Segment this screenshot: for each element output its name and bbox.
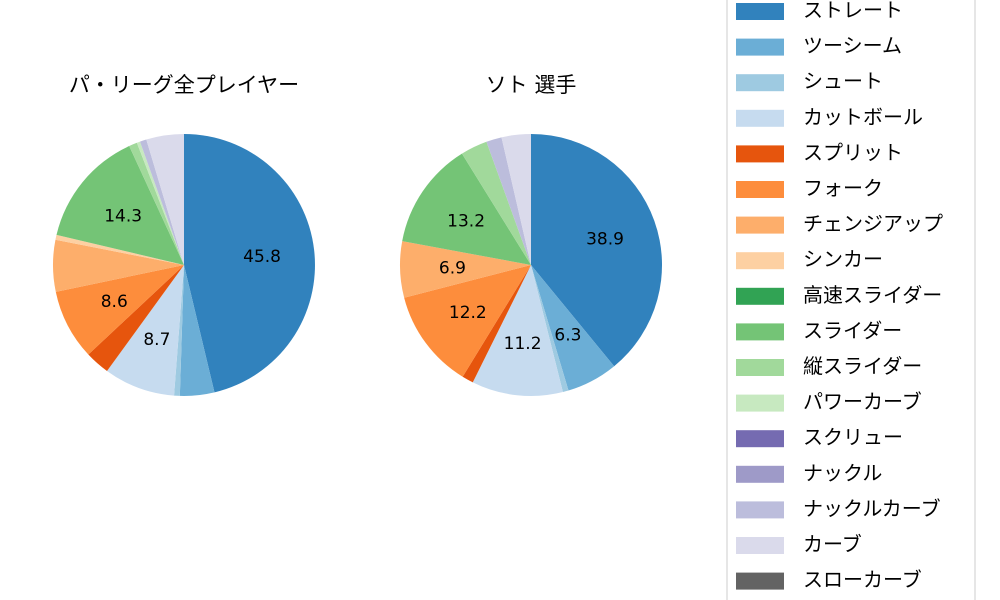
pie-slice-league-14 <box>139 139 184 265</box>
legend-swatch-6 <box>736 216 784 234</box>
legend-label-11: パワーカーブ <box>803 390 922 414</box>
pie-slice-player-14 <box>486 137 531 265</box>
legend-swatch-1 <box>736 38 784 56</box>
pie-chart-player: ソト 選手 38.9 6.3 11.2 12.2 6.9 13.2 <box>400 73 663 397</box>
pie-slice-player-9 <box>402 153 531 265</box>
legend-label-1: ツーシーム <box>803 34 902 58</box>
pie-slice-player-5 <box>404 265 531 377</box>
pie-slice-league-10 <box>129 142 184 265</box>
legend-swatch-5 <box>736 181 784 198</box>
legend-swatch-9 <box>736 323 784 341</box>
legend-label-16: スローカーブ <box>803 568 922 592</box>
pie-slice-league-0 <box>184 134 315 393</box>
legend-swatch-4 <box>736 145 784 163</box>
legend-frame <box>726 0 976 600</box>
slice-value-label-player-0: 38.9 <box>586 230 624 250</box>
legend-label-14: ナックルカーブ <box>803 496 941 520</box>
pie-slice-league-5 <box>55 265 184 355</box>
legend-swatch-12 <box>736 430 784 448</box>
legend: ストレートツーシームシュートカットボールスプリットフォークチェンジアップシンカー… <box>726 0 976 600</box>
pie-slice-league-9 <box>56 146 184 265</box>
pie-slice-player-15 <box>501 134 531 265</box>
chart-title-player: ソト 選手 <box>486 73 577 97</box>
legend-swatch-10 <box>736 359 784 376</box>
pie-slice-player-6 <box>400 241 531 298</box>
pie-slice-player-3 <box>472 265 563 397</box>
pie-slice-player-1 <box>531 265 615 391</box>
legend-label-15: カーブ <box>803 532 862 556</box>
pie-slice-player-10 <box>461 141 531 265</box>
legend-label-9: スライダー <box>803 318 902 342</box>
slice-value-label-player-5: 12.2 <box>449 303 487 323</box>
legend-swatch-7 <box>736 252 784 270</box>
legend-label-0: ストレート <box>803 0 903 22</box>
legend-label-6: チェンジアップ <box>803 212 943 236</box>
pie-slice-league-15 <box>146 133 184 265</box>
legend-swatch-11 <box>736 394 784 412</box>
legend-swatch-15 <box>736 537 784 554</box>
pie-slice-league-4 <box>88 265 184 371</box>
pie-slice-league-6 <box>53 239 184 292</box>
legend-label-4: スプリット <box>803 140 903 164</box>
legend-swatch-16 <box>736 572 784 590</box>
legend-label-8: 高速スライダー <box>803 283 942 307</box>
legend-label-12: スクリュー <box>803 425 903 449</box>
chart-title-league: パ・リーグ全プレイヤー <box>69 73 299 97</box>
pie-slice-league-1 <box>179 265 215 396</box>
legend-label-5: フォーク <box>803 176 883 200</box>
pie-slice-player-4 <box>462 265 531 383</box>
slice-value-label-player-6: 6.9 <box>439 259 466 279</box>
pie-slice-league-7 <box>55 234 185 265</box>
pie-slice-league-3 <box>107 265 184 396</box>
legend-label-2: シュート <box>803 69 883 93</box>
legend-swatch-0 <box>736 3 784 20</box>
legend-swatch-3 <box>736 109 784 127</box>
pie-slice-player-2 <box>531 265 569 393</box>
legend-swatch-13 <box>736 465 784 483</box>
legend-swatch-8 <box>736 287 784 305</box>
slice-value-label-league-0: 45.8 <box>243 247 281 267</box>
slice-value-label-league-3: 8.7 <box>143 330 170 350</box>
pie-slice-league-2 <box>174 265 184 396</box>
legend-label-13: ナックル <box>803 461 882 485</box>
slice-value-label-player-9: 13.2 <box>447 212 485 232</box>
slice-value-label-player-3: 11.2 <box>504 334 542 354</box>
slice-value-label-player-1: 6.3 <box>554 325 581 345</box>
pie-chart-league: パ・リーグ全プレイヤー 45.8 8.7 8.6 14.3 <box>53 73 315 396</box>
legend-label-3: カットボール <box>803 105 923 129</box>
slice-value-label-league-9: 14.3 <box>104 206 142 226</box>
legend-label-10: 縦スライダー <box>803 354 922 378</box>
pie-slice-player-0 <box>531 134 663 367</box>
pie-slice-league-11 <box>136 141 184 265</box>
legend-swatch-2 <box>736 74 784 92</box>
legend-swatch-14 <box>736 501 784 519</box>
slice-value-label-league-5: 8.6 <box>101 292 128 312</box>
legend-label-7: シンカー <box>803 247 883 271</box>
